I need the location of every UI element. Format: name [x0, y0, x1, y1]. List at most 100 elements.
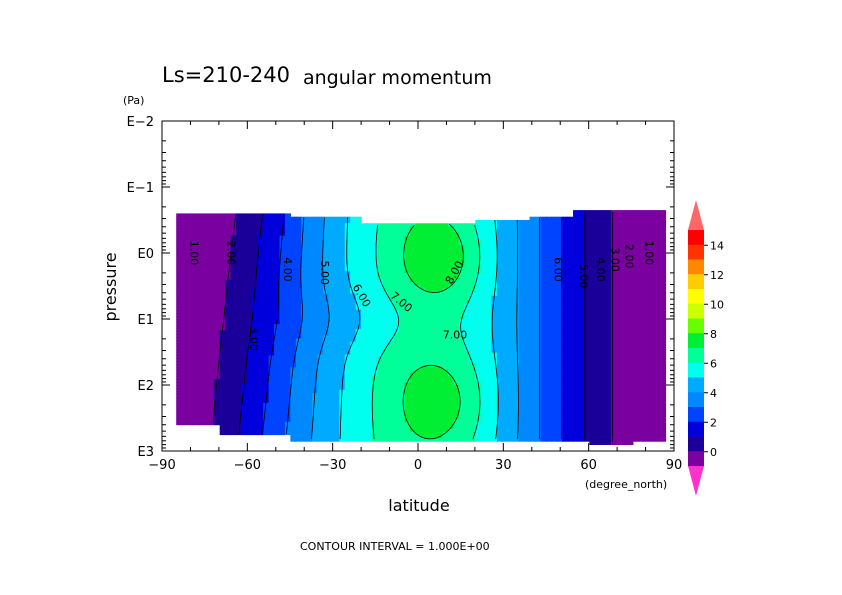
contour-cell — [301, 312, 308, 317]
contour-cell — [502, 314, 509, 319]
contour-cell — [301, 239, 308, 243]
contour-cell — [328, 248, 335, 253]
contour-cell — [306, 354, 313, 359]
contour-cell — [230, 336, 237, 341]
contour-cell — [176, 267, 183, 272]
contour-cell — [480, 242, 487, 246]
contour-cell — [323, 261, 330, 266]
contour-cell — [344, 437, 351, 442]
contour-cell — [252, 425, 259, 429]
contour-cell — [333, 232, 340, 237]
contour-cell — [317, 409, 324, 413]
contour-cell — [393, 363, 400, 368]
contour-cell — [475, 286, 482, 291]
contour-cell — [420, 413, 427, 417]
contour-cell — [437, 388, 444, 392]
contour-cell — [399, 366, 406, 371]
contour-cell — [317, 261, 324, 266]
contour-cell — [420, 338, 427, 343]
contour-cell — [453, 403, 460, 408]
contour-cell — [458, 257, 465, 262]
contour-cell — [535, 373, 542, 378]
contour-cell — [442, 366, 449, 371]
contour-cell — [535, 364, 542, 368]
contour-cell — [399, 313, 406, 318]
contour-cell — [268, 390, 275, 395]
contour-cell — [208, 315, 215, 320]
contour-cell — [246, 431, 253, 436]
contour-cell — [306, 428, 313, 433]
contour-cell — [361, 294, 368, 299]
contour-cell — [197, 376, 205, 380]
contour-cell — [219, 415, 226, 420]
contour-cell — [257, 248, 264, 252]
contour-cell — [382, 347, 389, 352]
contour-cell — [540, 421, 547, 426]
contour-cell — [382, 409, 389, 414]
contour-cell — [355, 293, 362, 298]
contour-cell — [301, 341, 308, 346]
contour-cell — [491, 403, 498, 407]
contour-cell — [181, 246, 188, 251]
contour-cell — [535, 232, 542, 237]
contour-cell — [513, 305, 520, 310]
contour-cell — [241, 282, 248, 287]
contour-cell — [491, 317, 498, 322]
contour-cell — [513, 400, 520, 404]
contour-cell — [366, 273, 373, 277]
contour-cell — [208, 355, 215, 359]
contour-cell — [257, 402, 264, 407]
contour-cell — [203, 234, 210, 239]
contour-cell — [535, 351, 542, 356]
contour-cell — [518, 286, 525, 291]
contour-cell — [480, 220, 487, 224]
contour-cell — [404, 297, 411, 302]
contour-cell — [415, 276, 422, 280]
contour-cell — [268, 342, 275, 347]
contour-cell — [393, 316, 400, 321]
contour-cell — [404, 332, 411, 336]
contour-cell — [475, 374, 482, 379]
contour-cell — [529, 341, 536, 346]
contour-cell — [458, 251, 465, 256]
contour-cell — [529, 316, 536, 320]
contour-cell — [464, 235, 471, 240]
contour-cell — [524, 415, 531, 420]
contour-cell — [535, 316, 542, 320]
contour-cell — [415, 434, 422, 439]
contour-cell — [219, 342, 226, 347]
contour-cell — [448, 235, 455, 240]
contour-cell — [301, 338, 308, 343]
contour-cell — [344, 434, 351, 439]
contour-cell — [496, 280, 503, 284]
contour-cell — [437, 422, 444, 427]
contour-cell — [448, 375, 455, 380]
contour-cell — [507, 431, 514, 436]
contour-cell — [295, 338, 302, 343]
contour-cell — [241, 352, 248, 357]
contour-cell — [230, 286, 237, 290]
contour-cell — [458, 431, 465, 436]
contour-cell — [187, 264, 194, 269]
contour-cell — [333, 389, 340, 394]
contour-cell — [437, 291, 444, 296]
contour-cell — [442, 428, 449, 433]
contour-cell — [339, 219, 346, 224]
contour-cell — [333, 306, 340, 311]
contour-cell — [524, 384, 531, 389]
contour-cell — [496, 286, 503, 291]
contour-cell — [187, 382, 194, 386]
contour-cell — [301, 380, 308, 384]
contour-cell — [241, 276, 248, 281]
contour-cell — [371, 307, 378, 312]
contour-cell — [317, 434, 324, 439]
contour-cell — [420, 291, 427, 296]
contour-cell — [442, 372, 449, 377]
contour-cell — [448, 319, 455, 324]
contour-cell — [366, 294, 373, 299]
contour-cell — [187, 367, 194, 371]
contour-cell — [404, 369, 411, 374]
contour-cell — [236, 383, 243, 388]
contour-cell — [382, 291, 389, 296]
contour-cell — [208, 312, 215, 317]
